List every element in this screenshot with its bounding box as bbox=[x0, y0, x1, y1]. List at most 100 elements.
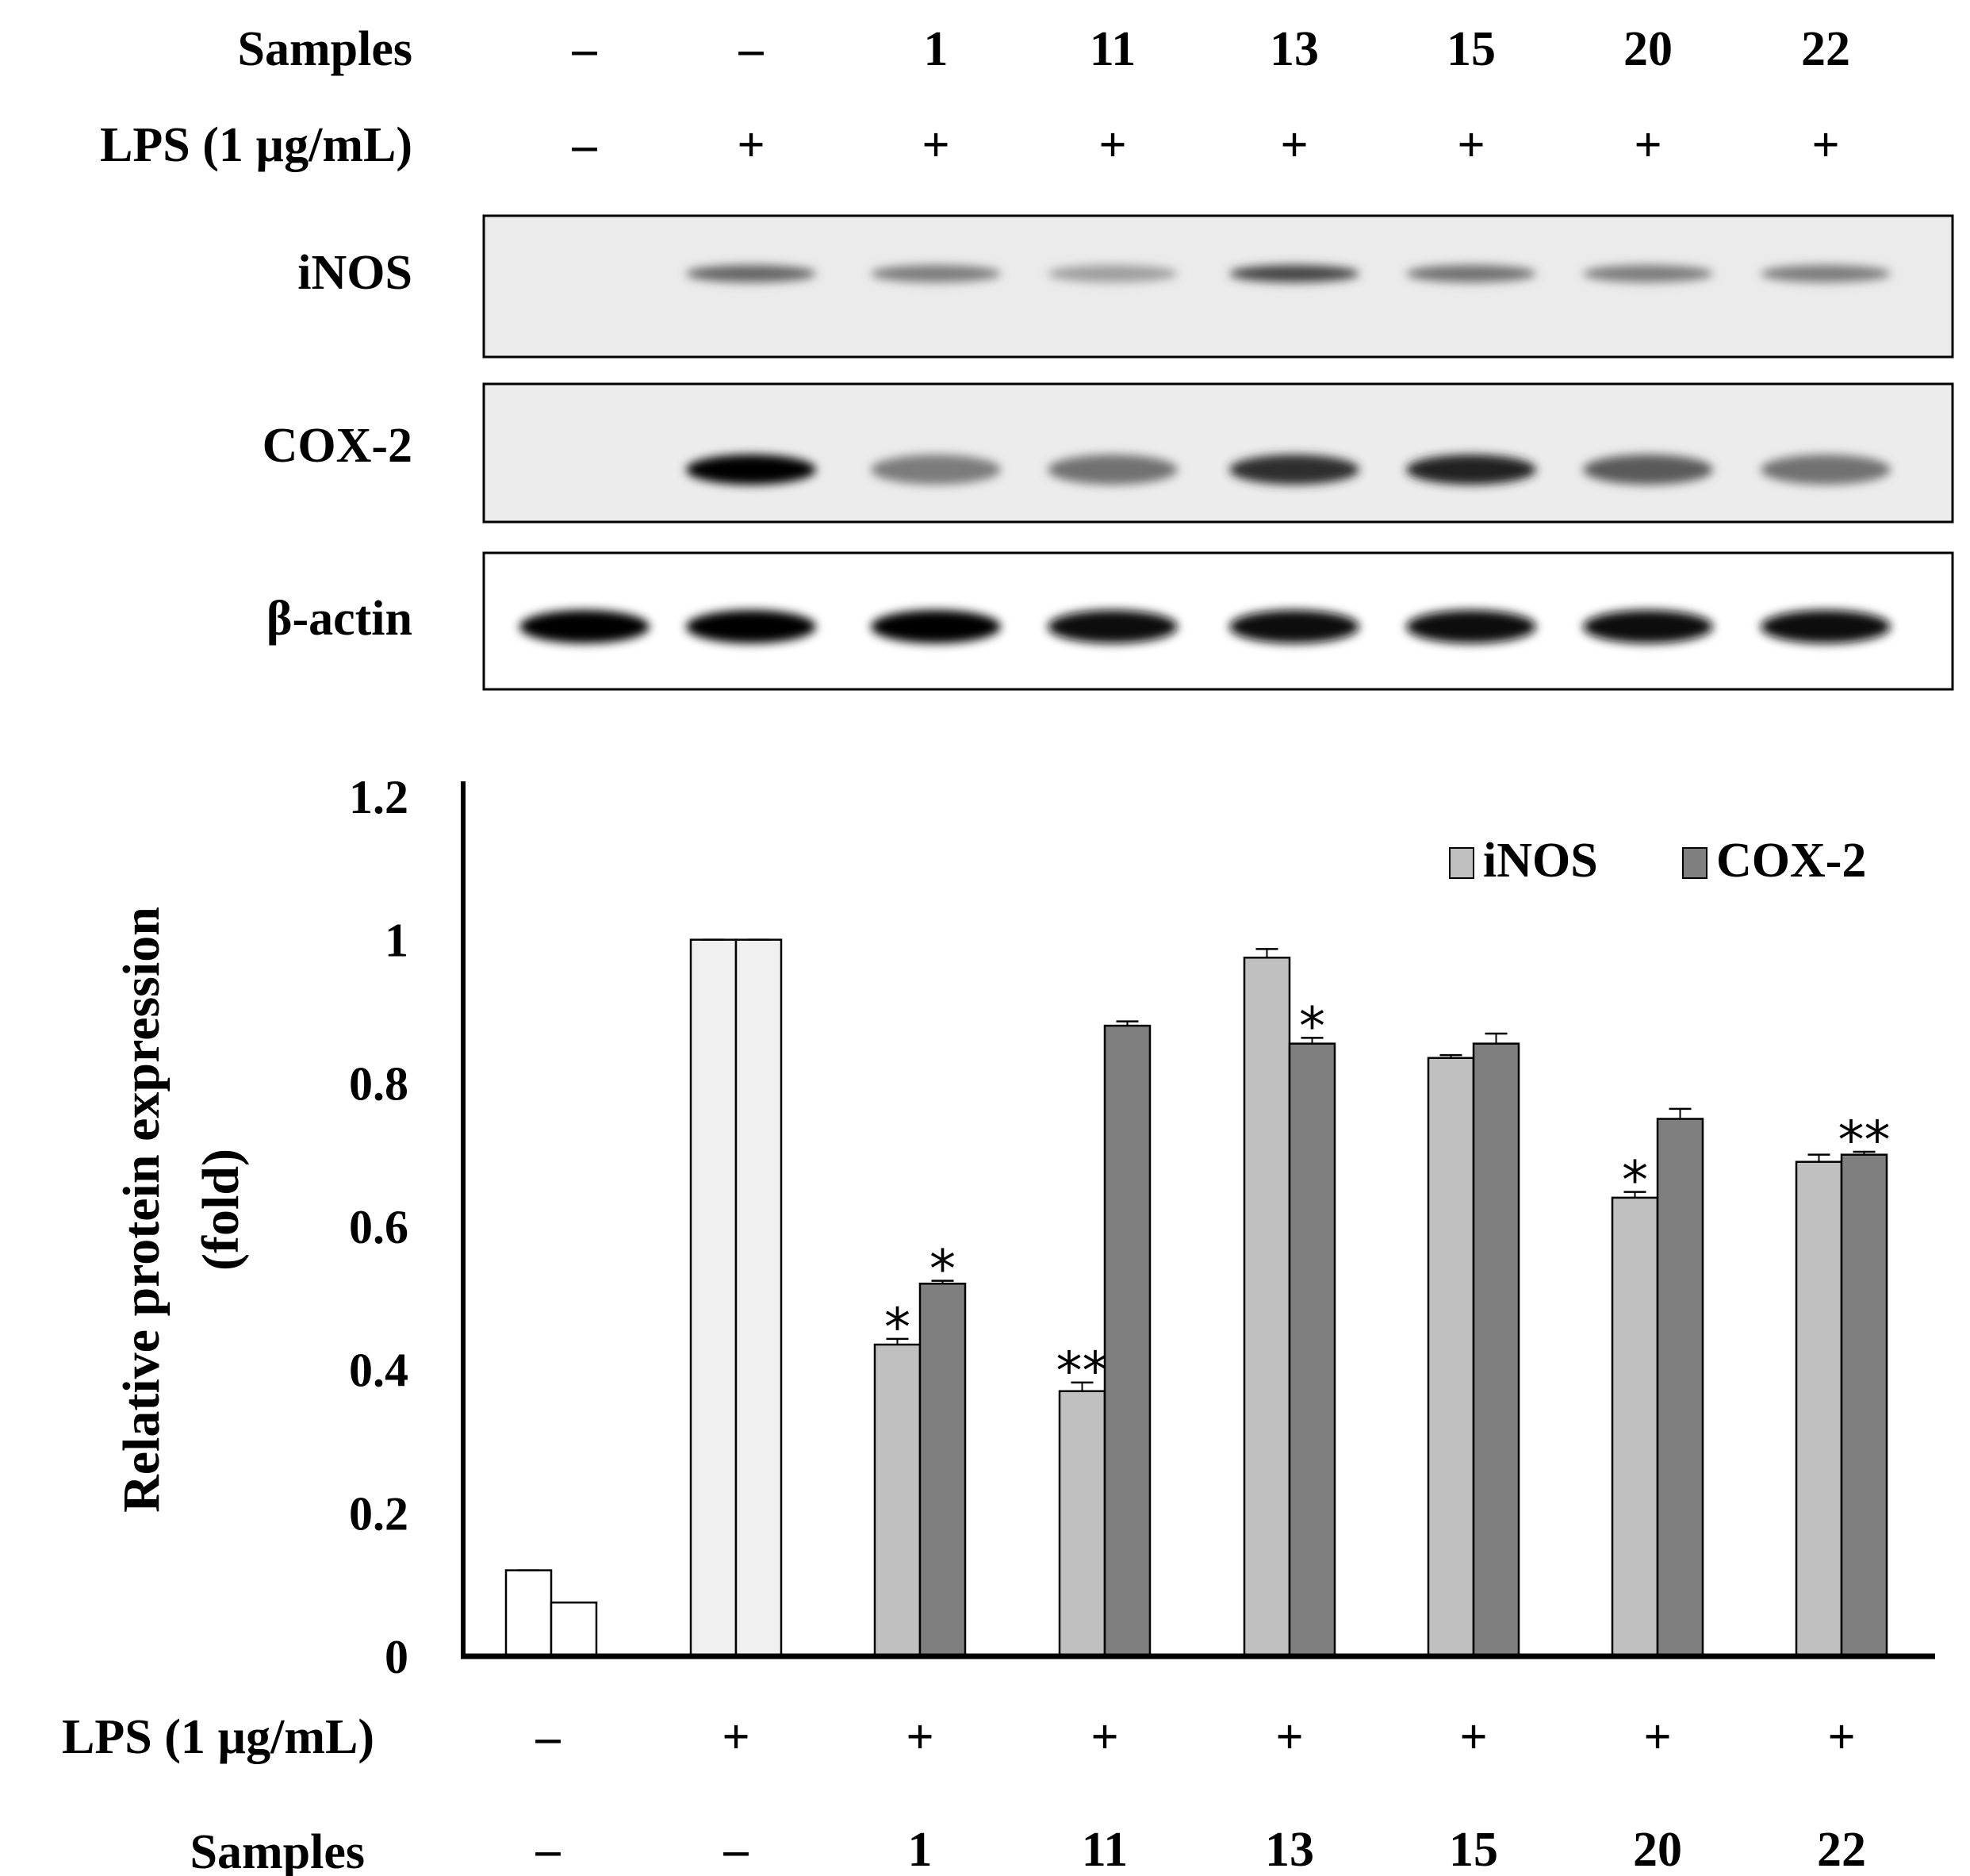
blot-band bbox=[1229, 455, 1359, 485]
blot-header-value: 15 bbox=[1447, 22, 1496, 76]
blot-panel-inos bbox=[482, 214, 1954, 359]
blot-label-inos: iNOS bbox=[297, 246, 412, 300]
x-category-label: 22 bbox=[1817, 1823, 1866, 1876]
significance-marker: * bbox=[929, 1239, 956, 1300]
blot-band bbox=[1583, 455, 1713, 485]
blot-band bbox=[871, 265, 1001, 282]
x-category-label: + bbox=[722, 1710, 749, 1764]
x-category-label: + bbox=[1459, 1710, 1487, 1764]
blot-header-value: + bbox=[1811, 118, 1839, 172]
significance-marker: ** bbox=[1056, 1341, 1109, 1402]
bar-cox2 bbox=[1472, 1042, 1520, 1658]
blot-band bbox=[1048, 610, 1178, 643]
x-category-label: 13 bbox=[1265, 1823, 1314, 1876]
bar-cox2 bbox=[1656, 1118, 1704, 1658]
blot-label-cox2: COX-2 bbox=[263, 419, 412, 473]
blot-band bbox=[1229, 610, 1359, 643]
x-category-label: 1 bbox=[908, 1823, 933, 1876]
blot-header-value: 11 bbox=[1090, 22, 1136, 76]
significance-marker: ** bbox=[1838, 1110, 1891, 1171]
blot-header-value: – bbox=[738, 22, 765, 76]
blot-header-value: + bbox=[1634, 118, 1661, 172]
bar-cox2 bbox=[918, 1283, 967, 1658]
blot-band bbox=[1761, 265, 1891, 282]
xaxis-samples-label: Samples bbox=[190, 1825, 365, 1876]
xaxis-lps-label: LPS (1 µg/mL) bbox=[62, 1710, 374, 1764]
blot-band bbox=[871, 610, 1001, 643]
blot-header-value: 13 bbox=[1270, 22, 1319, 76]
blot-lps-label: LPS (1 µg/mL) bbox=[100, 118, 412, 172]
legend: iNOS COX-2 bbox=[1449, 834, 1866, 888]
blot-band bbox=[1406, 265, 1536, 282]
x-category-label: + bbox=[1827, 1710, 1855, 1764]
legend-label-inos: iNOS bbox=[1483, 834, 1598, 888]
bar-inos bbox=[1795, 1161, 1843, 1658]
bar-cox2 bbox=[1840, 1153, 1888, 1658]
x-category-label: 11 bbox=[1082, 1823, 1129, 1876]
blot-header-value: + bbox=[1098, 118, 1126, 172]
significance-marker: * bbox=[1622, 1150, 1648, 1211]
blot-band bbox=[519, 610, 650, 643]
blot-header-value: + bbox=[922, 118, 949, 172]
x-category-label: + bbox=[906, 1710, 933, 1764]
blot-band bbox=[1406, 610, 1536, 643]
bar-inos bbox=[1427, 1057, 1475, 1658]
blot-band bbox=[1583, 265, 1713, 282]
blot-header-value: + bbox=[737, 118, 765, 172]
blot-band bbox=[1761, 610, 1891, 643]
y-tick-label: 1.2 bbox=[349, 771, 408, 823]
blot-panel-cox2 bbox=[482, 382, 1954, 524]
blot-band bbox=[1048, 265, 1178, 282]
blot-band bbox=[686, 455, 816, 485]
blot-band bbox=[1229, 265, 1359, 282]
x-category-label: 20 bbox=[1633, 1823, 1682, 1876]
blot-header: Samples LPS (1 µg/mL) – –1 11 13 15 20 22– + + + +… bbox=[100, 22, 1850, 172]
x-category-label: – bbox=[535, 1710, 561, 1764]
blot-header-value: 1 bbox=[924, 22, 949, 76]
blot-panels: iNOS COX-2 β-actin bbox=[263, 214, 1954, 691]
significance-marker: * bbox=[884, 1297, 910, 1358]
x-category-label: – bbox=[723, 1823, 749, 1876]
blot-band bbox=[686, 610, 816, 643]
blot-band bbox=[686, 265, 816, 282]
bar-cox2 bbox=[734, 938, 783, 1658]
x-category-label: – bbox=[535, 1823, 561, 1876]
bar-cox2 bbox=[550, 1602, 598, 1658]
legend-swatch-cox2 bbox=[1682, 847, 1707, 879]
blot-band bbox=[871, 455, 1001, 485]
bar-inos bbox=[1243, 957, 1291, 1658]
y-tick-label: 0.8 bbox=[349, 1057, 408, 1110]
blot-samples-label: Samples bbox=[238, 22, 412, 76]
bar-inos bbox=[1058, 1390, 1106, 1658]
y-tick-label: 0.2 bbox=[349, 1487, 408, 1540]
blot-band bbox=[1583, 610, 1713, 643]
bar-inos bbox=[1611, 1196, 1659, 1658]
y-tick-label: 0.6 bbox=[349, 1201, 408, 1253]
y-tick-label: 1 bbox=[385, 915, 408, 967]
y-tick-label: 0.4 bbox=[349, 1345, 408, 1397]
y-axis-label-line1: Relative protein expression bbox=[113, 907, 171, 1513]
blot-header-value: 22 bbox=[1801, 22, 1850, 76]
blot-band bbox=[1761, 455, 1891, 485]
x-category-label: 15 bbox=[1449, 1823, 1498, 1876]
blot-band bbox=[1048, 455, 1178, 485]
bar-inos bbox=[873, 1343, 922, 1658]
y-axis-label-line2: (fold) bbox=[192, 1149, 250, 1271]
y-tick-label: 0 bbox=[385, 1631, 408, 1683]
bar-chart: Relative protein expression (fold) 0 0.2 0… bbox=[62, 771, 1935, 1876]
bar-cox2 bbox=[1103, 1024, 1152, 1658]
blot-header-value: – bbox=[572, 118, 598, 172]
x-category-label: + bbox=[1090, 1710, 1118, 1764]
bar-inos bbox=[689, 938, 738, 1658]
blot-band bbox=[1406, 455, 1536, 485]
bar-inos bbox=[504, 1569, 553, 1658]
x-category-label: + bbox=[1275, 1710, 1303, 1764]
significance-marker: * bbox=[1299, 996, 1325, 1057]
blot-header-value: – bbox=[572, 22, 598, 76]
blot-header-value: + bbox=[1280, 118, 1308, 172]
blot-header-value: 20 bbox=[1623, 22, 1673, 76]
blot-header-value: + bbox=[1457, 118, 1485, 172]
legend-swatch-inos bbox=[1449, 847, 1474, 879]
x-category-label: + bbox=[1643, 1710, 1671, 1764]
